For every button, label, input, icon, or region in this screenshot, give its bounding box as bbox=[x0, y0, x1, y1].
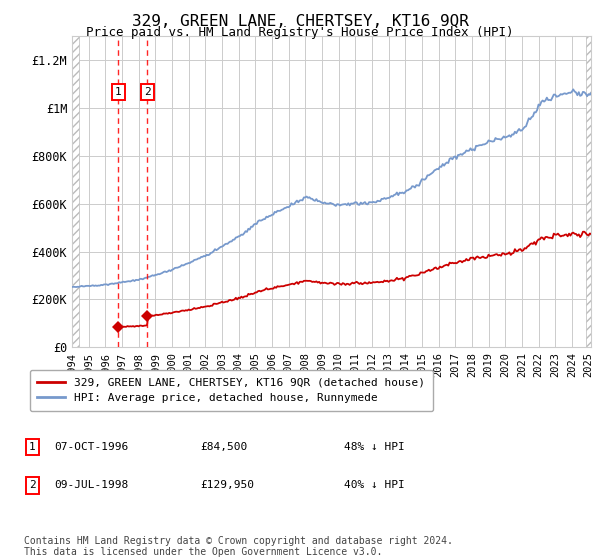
Text: 1: 1 bbox=[115, 87, 122, 97]
Text: 1: 1 bbox=[29, 442, 35, 452]
Text: 2: 2 bbox=[144, 87, 151, 97]
Text: 2: 2 bbox=[29, 480, 35, 491]
Legend: 329, GREEN LANE, CHERTSEY, KT16 9QR (detached house), HPI: Average price, detach: 329, GREEN LANE, CHERTSEY, KT16 9QR (det… bbox=[29, 370, 433, 411]
Text: £84,500: £84,500 bbox=[200, 442, 248, 452]
Text: Price paid vs. HM Land Registry's House Price Index (HPI): Price paid vs. HM Land Registry's House … bbox=[86, 26, 514, 39]
Text: £129,950: £129,950 bbox=[200, 480, 254, 491]
Text: 40% ↓ HPI: 40% ↓ HPI bbox=[344, 480, 405, 491]
Text: 48% ↓ HPI: 48% ↓ HPI bbox=[344, 442, 405, 452]
Text: Contains HM Land Registry data © Crown copyright and database right 2024.
This d: Contains HM Land Registry data © Crown c… bbox=[24, 535, 453, 557]
Text: 07-OCT-1996: 07-OCT-1996 bbox=[55, 442, 128, 452]
Text: 329, GREEN LANE, CHERTSEY, KT16 9QR: 329, GREEN LANE, CHERTSEY, KT16 9QR bbox=[131, 14, 469, 29]
Text: 09-JUL-1998: 09-JUL-1998 bbox=[55, 480, 128, 491]
